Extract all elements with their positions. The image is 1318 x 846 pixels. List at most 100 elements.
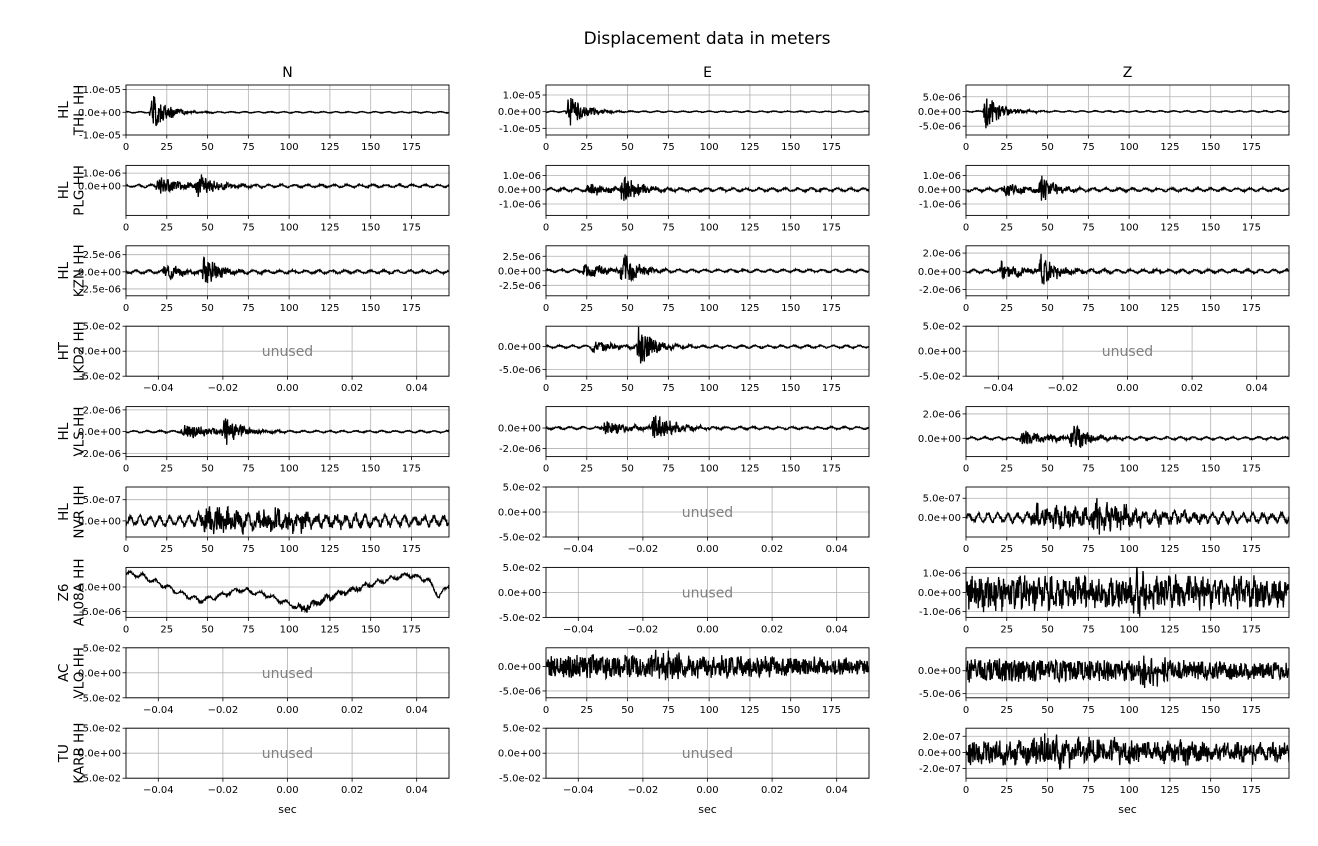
x-tick-label: 75 <box>242 303 255 314</box>
x-tick-label: 100 <box>280 544 299 555</box>
x-tick-label: 100 <box>1120 222 1139 233</box>
waveform-trace <box>546 649 869 681</box>
y-tick-label: 2.5e-06 <box>503 252 541 263</box>
x-tick-label: 150 <box>361 624 380 635</box>
x-tick-label: 125 <box>1160 464 1179 475</box>
network-code: HL <box>56 181 72 199</box>
x-tick-label: 125 <box>1160 544 1179 555</box>
station-code: AL08A HH <box>72 559 88 627</box>
y-tick-label: -2.0e-06 <box>919 285 961 296</box>
network-code: AC <box>56 664 72 682</box>
panel-frame <box>965 727 1290 779</box>
x-tick-label: 25 <box>580 142 593 153</box>
x-tick-label: 0.00 <box>696 624 718 635</box>
x-tick-label: −0.04 <box>143 383 174 394</box>
x-tick-label: 100 <box>700 705 719 716</box>
y-tick-label: -5.0e-02 <box>79 372 121 383</box>
x-tick-label: 125 <box>320 544 339 555</box>
x-axis-label: sec <box>698 803 717 816</box>
panel-z-2: 0 25 50 75 100 125 150 175 -1.0e-06 0.0e+00 1.0e-0… <box>918 164 1290 233</box>
x-tick-label: 175 <box>822 142 841 153</box>
y-tick-label: -1.0e-05 <box>79 131 121 142</box>
y-tick-label: 5.0e-02 <box>503 563 541 574</box>
x-tick-label: 0 <box>543 383 549 394</box>
station-label: HLKZN HH <box>56 244 88 297</box>
x-tick-label: 50 <box>201 464 214 475</box>
panel-n-2: 0 25 50 75 100 125 150 175 0.0e+001.0e-06 <box>78 164 450 233</box>
panel-e-1: 0 25 50 75 100 125 150 175 -1.0e-05 0.0e+00 1.0e-0… <box>498 84 870 153</box>
x-tick-label: 50 <box>201 624 214 635</box>
x-tick-label: 100 <box>700 222 719 233</box>
y-tick-label: 5.0e-06 <box>923 92 961 103</box>
row-label: HTLKD2 HH <box>56 321 88 381</box>
y-tick-label: 0.0e+00 <box>498 266 541 277</box>
station-label: HLPLG HH <box>56 165 88 216</box>
y-tick-label: 1.0e-05 <box>503 91 541 102</box>
x-tick-label: 150 <box>1201 705 1220 716</box>
x-tick-label: 0 <box>963 705 969 716</box>
x-tick-label: 175 <box>402 303 421 314</box>
x-tick-label: 50 <box>1041 544 1054 555</box>
x-tick-label: 100 <box>700 303 719 314</box>
y-tick-label: 0.0e+00 <box>498 424 541 435</box>
x-tick-label: 125 <box>320 222 339 233</box>
x-tick-label: 0.02 <box>761 624 783 635</box>
x-tick-label: 100 <box>700 383 719 394</box>
y-tick-label: 0.0e+00 <box>78 749 121 760</box>
y-tick-label: 0.0e+00 <box>78 108 121 119</box>
x-tick-label: −0.04 <box>143 705 174 716</box>
panel-e-6: unused −0.04 −0.02 0.00 0.02 0.04 -5.0e-02 0.0e… <box>498 483 870 555</box>
x-tick-label: 50 <box>621 705 634 716</box>
x-tick-label: 50 <box>201 303 214 314</box>
x-tick-label: 75 <box>242 222 255 233</box>
station-code: KZN HH <box>72 244 88 297</box>
y-tick-label: -2.5e-06 <box>79 284 121 295</box>
y-tick-label: -5.0e-02 <box>919 372 961 383</box>
station-code: THL HH <box>72 85 88 137</box>
y-tick-label: 0.0e+00 <box>918 347 961 358</box>
x-tick-label: −0.04 <box>983 383 1014 394</box>
column-title-e: E <box>703 65 712 81</box>
x-tick-label: 75 <box>662 383 675 394</box>
x-tick-label: 125 <box>740 464 759 475</box>
x-tick-label: 0.00 <box>1116 383 1138 394</box>
waveform-trace <box>966 253 1289 285</box>
y-tick-label: -5.0e-02 <box>499 774 541 785</box>
x-tick-label: −0.02 <box>628 785 659 796</box>
x-tick-label: 0 <box>123 624 129 635</box>
panel-frame <box>965 164 1290 216</box>
x-tick-label: 125 <box>1160 785 1179 796</box>
y-tick-label: 0.0e+00 <box>498 588 541 599</box>
x-tick-label: 100 <box>280 624 299 635</box>
x-tick-label: 25 <box>160 544 173 555</box>
x-tick-label: 50 <box>1041 303 1054 314</box>
row-label: Z6AL08A HH <box>56 559 88 627</box>
x-tick-label: 0.04 <box>406 705 428 716</box>
station-code: VLS HH <box>72 407 88 457</box>
panel-z-5: 0 25 50 75 100 125 150 175 0.0e+00 2.0e-06 <box>918 406 1290 475</box>
panel-z-9: 0 25 50 75 100 125 150 175 -2.0e-07 0.0e+00 2.0e-0… <box>918 727 1290 816</box>
x-tick-label: 25 <box>580 222 593 233</box>
panel-frame <box>545 647 870 699</box>
x-tick-label: 75 <box>662 222 675 233</box>
x-tick-label: 150 <box>1201 303 1220 314</box>
x-tick-label: 175 <box>1242 142 1261 153</box>
x-tick-label: 0.02 <box>761 544 783 555</box>
x-tick-label: 50 <box>1041 785 1054 796</box>
x-tick-label: 75 <box>662 705 675 716</box>
y-tick-label: 5.0e-02 <box>83 724 121 735</box>
x-tick-label: 75 <box>1082 222 1095 233</box>
y-tick-label: 0.0e+00 <box>78 267 121 278</box>
x-tick-label: 25 <box>580 383 593 394</box>
panel-z-3: 0 25 50 75 100 125 150 175 -2.0e-06 0.0e+00 2.0e-0… <box>918 245 1290 314</box>
panel-z-6: 0 25 50 75 100 125 150 175 0.0e+00 5.0e-07 <box>918 486 1290 555</box>
y-tick-label: 0.0e+00 <box>78 516 121 527</box>
x-tick-label: 0.02 <box>341 383 363 394</box>
unused-label: unused <box>682 505 733 521</box>
x-tick-label: 75 <box>242 464 255 475</box>
unused-label: unused <box>1102 344 1153 360</box>
y-tick-label: 0.0e+00 <box>498 342 541 353</box>
network-code: HL <box>56 261 72 279</box>
x-tick-label: 0.04 <box>826 785 848 796</box>
station-label: TUKARB HH <box>56 723 88 784</box>
